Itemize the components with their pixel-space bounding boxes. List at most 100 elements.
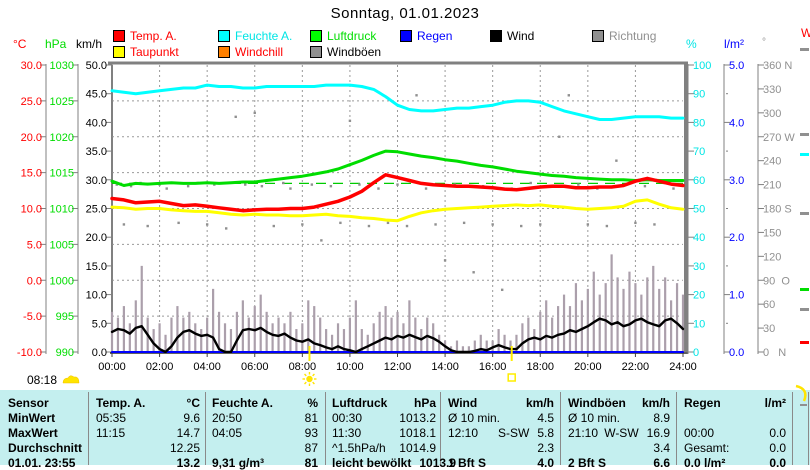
table-cell-text: 1018.1 bbox=[399, 426, 436, 440]
table-cell: 3.4 bbox=[568, 441, 670, 455]
axis-tick-label-direction: 120 bbox=[763, 251, 781, 263]
legend-item-luftdruck: Luftdruck bbox=[310, 29, 376, 43]
table-cell-text: 87 bbox=[304, 441, 318, 455]
current-value-mark bbox=[800, 133, 809, 136]
series-richtung bbox=[358, 183, 361, 186]
legend-label: Regen bbox=[417, 29, 453, 43]
axis-tick-label-direction: 60 bbox=[763, 299, 775, 311]
series-richtung bbox=[177, 221, 180, 225]
table-header-text: hPa bbox=[413, 396, 436, 410]
table-cell-text: S-SW bbox=[497, 426, 530, 440]
table-cell-text: 14.7 bbox=[176, 426, 200, 440]
table-header-text: Regen bbox=[684, 396, 721, 410]
axis-tick-label-wind: 45.0 bbox=[86, 89, 107, 101]
legend-swatch bbox=[400, 30, 412, 42]
series-richtung bbox=[377, 187, 380, 190]
series-richtung bbox=[615, 159, 618, 162]
table-column-header: Windböen km/h bbox=[568, 396, 670, 410]
axis-tick-label-direction: 270 W bbox=[763, 132, 795, 144]
series-temp-a- bbox=[110, 173, 685, 213]
table-header-text: l/m² bbox=[764, 396, 786, 410]
table-cell: 12.25 bbox=[96, 441, 200, 455]
axis-tick-label-wind: 50.0 bbox=[86, 60, 107, 72]
table-cell-text: leicht bewölkt bbox=[332, 456, 412, 470]
table-cell-text bbox=[175, 411, 183, 425]
axis-tick-label-percent: 10 bbox=[693, 318, 705, 330]
legend-swatch bbox=[310, 30, 322, 42]
x-axis-label: 02:00 bbox=[146, 361, 174, 373]
axis-tick-label-wind: 25.0 bbox=[86, 204, 107, 216]
sunrise-sun-icon-ray bbox=[304, 373, 307, 377]
current-value-mark bbox=[800, 288, 809, 291]
table-cell-text bbox=[297, 411, 305, 425]
table-cell-text bbox=[529, 441, 537, 455]
series-richtung bbox=[301, 223, 304, 226]
x-axis-label: 00:00 bbox=[98, 361, 126, 373]
table-cell-text: 00:30 bbox=[332, 411, 363, 425]
series-richtung bbox=[320, 239, 323, 242]
legend-label: Windböen bbox=[327, 45, 382, 59]
series-richtung bbox=[643, 184, 647, 188]
table-header-text: km/h bbox=[641, 396, 670, 410]
table-cell-text: Ø 10 min. bbox=[448, 411, 501, 425]
table-cell: 0.0 l/m² 0.0 bbox=[684, 456, 786, 470]
series-richtung bbox=[462, 221, 466, 225]
series-richtung bbox=[472, 271, 475, 274]
axis-tick-label-percent: 50 bbox=[693, 204, 705, 216]
series-richtung bbox=[310, 183, 314, 186]
table-header-text: °C bbox=[186, 396, 200, 410]
table-cell-text bbox=[411, 456, 419, 470]
axis-tick-label-percent: 40 bbox=[693, 232, 705, 244]
axis-tick-label-pressure: 990 bbox=[56, 347, 74, 359]
axis-tick-label-percent: 0 bbox=[693, 347, 699, 359]
table-cell: 2 Bft S 6.6 bbox=[568, 456, 670, 470]
table-column-header: Luftdruck hPa bbox=[332, 396, 436, 410]
series-richtung bbox=[260, 184, 264, 188]
table-row-header: 01.01. 23:55 bbox=[8, 456, 76, 470]
axis-tick-label-pressure: 1020 bbox=[50, 132, 74, 144]
axis-tick-label-temp: -10.0 bbox=[17, 347, 42, 359]
axis-tick-label-temp: -5.0 bbox=[23, 311, 42, 323]
table-cell-text: 0.0 bbox=[769, 426, 786, 440]
series-wind bbox=[110, 317, 685, 354]
axis-tick-label-wind: 35.0 bbox=[86, 146, 107, 158]
series-richtung bbox=[520, 224, 523, 228]
series-richtung bbox=[244, 183, 247, 186]
sunrise-sun-icon-ray bbox=[312, 373, 315, 377]
table-cell-text bbox=[645, 456, 653, 470]
axis-tick-label-direction: 330 bbox=[763, 84, 781, 96]
x-axis-label: 06:00 bbox=[241, 361, 269, 373]
table-cell-text bbox=[391, 411, 399, 425]
series-richtung bbox=[272, 224, 275, 228]
table-cell: 9,31 g/m³ 81 bbox=[212, 456, 318, 470]
table-cell-text: 1014.9 bbox=[399, 441, 436, 455]
series-richtung bbox=[329, 184, 333, 188]
x-axis-label: 14:00 bbox=[431, 361, 459, 373]
table-column-separator bbox=[560, 392, 561, 465]
table-column-separator bbox=[676, 392, 677, 465]
rain-axis-unit: l/m² bbox=[724, 37, 744, 51]
sunrise-time-label: 08:18 bbox=[27, 373, 58, 387]
axis-tick-label-temp: 10.0 bbox=[21, 204, 42, 216]
axis-tick-label-percent: 80 bbox=[693, 117, 705, 129]
table-cell-text: 20:50 bbox=[212, 411, 243, 425]
table-cell: Ø 10 min. 4.5 bbox=[448, 411, 554, 425]
table-cell-text: 2.3 bbox=[537, 441, 554, 455]
series-richtung bbox=[122, 223, 126, 226]
table-cell-text: 8.9 bbox=[653, 411, 670, 425]
table-cell-text: 0.0 l/m² bbox=[684, 456, 726, 470]
table-cell: leicht bewölkt 1013.9 bbox=[332, 456, 456, 470]
table-cell-text: 05:35 bbox=[96, 411, 127, 425]
table-cell-text bbox=[761, 426, 769, 440]
series-richtung bbox=[253, 111, 256, 115]
series-richtung bbox=[146, 224, 149, 228]
legend-swatch bbox=[218, 46, 230, 58]
table-cell: 12:10 S-SW 5.8 bbox=[448, 426, 554, 440]
table-column-separator bbox=[88, 392, 89, 465]
axis-tick-label-pressure: 1015 bbox=[50, 168, 74, 180]
axis-tick-label-temp: 15.0 bbox=[21, 168, 42, 180]
axis-tick-label-wind: 20.0 bbox=[86, 232, 107, 244]
table-cell-text: 2 Bft S bbox=[568, 456, 607, 470]
table-cell: 04:05 93 bbox=[212, 426, 318, 440]
